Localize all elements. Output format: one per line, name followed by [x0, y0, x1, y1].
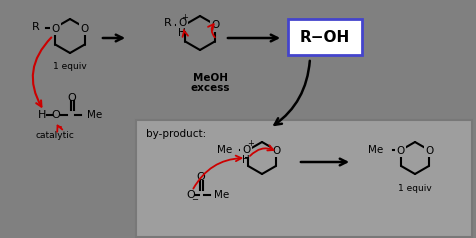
- Text: O: O: [396, 146, 404, 156]
- Text: O: O: [51, 110, 60, 120]
- Text: O: O: [197, 172, 205, 182]
- Text: catalytic: catalytic: [36, 131, 74, 140]
- Text: Me: Me: [217, 145, 232, 155]
- Text: Me: Me: [368, 145, 383, 155]
- Text: O: O: [242, 145, 250, 155]
- Text: O: O: [80, 24, 89, 34]
- FancyBboxPatch shape: [288, 19, 362, 55]
- Text: R: R: [164, 19, 171, 29]
- Text: Me: Me: [87, 110, 102, 120]
- Text: O: O: [178, 19, 187, 29]
- Text: H: H: [178, 29, 186, 39]
- Text: −: −: [191, 195, 198, 204]
- Text: excess: excess: [190, 83, 230, 93]
- Text: O: O: [426, 146, 434, 156]
- FancyBboxPatch shape: [136, 120, 472, 237]
- Text: O: O: [212, 20, 220, 30]
- Text: O: O: [187, 190, 195, 200]
- Text: R−OH: R−OH: [300, 30, 350, 45]
- Text: O: O: [68, 93, 76, 103]
- Text: +: +: [247, 139, 254, 148]
- Text: +: +: [181, 13, 188, 22]
- Text: Me: Me: [214, 190, 229, 200]
- Text: 1 equiv: 1 equiv: [53, 62, 87, 71]
- Text: 1 equiv: 1 equiv: [398, 184, 432, 193]
- Text: MeOH: MeOH: [192, 73, 228, 83]
- Text: H: H: [38, 110, 46, 120]
- Text: R: R: [31, 23, 40, 33]
- Text: H: H: [242, 155, 250, 165]
- Text: by-product:: by-product:: [146, 129, 206, 139]
- Text: O: O: [273, 146, 281, 156]
- Text: O: O: [51, 24, 60, 34]
